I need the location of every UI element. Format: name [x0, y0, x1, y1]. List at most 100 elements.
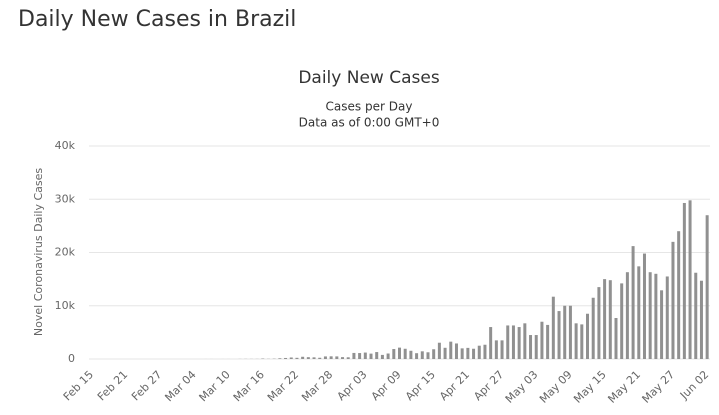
y-tick-label: 10k — [55, 299, 76, 312]
bar — [637, 266, 641, 359]
x-tick-label: Mar 16 — [231, 368, 267, 404]
chart-title: Daily New Cases — [298, 68, 440, 88]
x-tick-label: May 27 — [640, 368, 678, 406]
bar — [420, 351, 424, 359]
bar — [398, 347, 401, 359]
bar — [443, 347, 447, 359]
bar — [392, 349, 396, 359]
bar — [546, 324, 550, 359]
bar — [329, 356, 333, 359]
bar — [677, 231, 681, 359]
chart-subtitle: Cases per Day — [326, 100, 413, 114]
bar — [386, 353, 390, 359]
bar — [472, 348, 476, 359]
bar — [494, 340, 498, 359]
page-title: Daily New Cases in Brazil — [18, 7, 296, 32]
bar — [426, 352, 430, 359]
x-tick-label: Apr 15 — [403, 368, 438, 403]
bar — [301, 356, 305, 359]
bar — [580, 324, 584, 359]
x-tick-label: Apr 21 — [437, 368, 472, 403]
bar — [500, 340, 504, 359]
bar — [620, 283, 624, 359]
bar — [551, 296, 555, 359]
x-tick-label: May 03 — [503, 368, 541, 406]
bar — [682, 202, 686, 359]
bar — [483, 344, 487, 359]
bar — [460, 348, 464, 359]
x-tick-label: Mar 28 — [299, 368, 335, 404]
x-tick-label: Feb 27 — [129, 368, 164, 403]
bar — [489, 327, 493, 359]
bar — [648, 272, 652, 359]
bar — [323, 356, 327, 359]
x-tick-label: May 21 — [605, 368, 643, 406]
bar — [591, 297, 595, 359]
bar — [625, 272, 629, 359]
bar — [358, 353, 362, 359]
bar — [466, 347, 470, 359]
bar — [660, 290, 664, 359]
bar — [409, 350, 413, 359]
bar — [699, 280, 703, 359]
bar — [363, 352, 367, 359]
bar — [341, 357, 345, 359]
x-tick-label: Mar 04 — [162, 368, 198, 404]
bar — [449, 341, 453, 359]
bar — [511, 325, 515, 359]
bar — [346, 357, 350, 359]
y-tick-label: 20k — [55, 246, 76, 259]
x-tick-label: May 09 — [537, 368, 575, 406]
x-tick-label: Mar 22 — [265, 368, 301, 404]
y-axis-label: Novel Coronavirus Daily Cases — [32, 168, 45, 336]
bar — [380, 354, 384, 359]
bar — [557, 311, 561, 359]
bar — [278, 358, 282, 359]
bar — [306, 357, 310, 359]
bar — [540, 321, 544, 359]
bar — [352, 352, 356, 359]
bar — [477, 345, 481, 359]
bar — [671, 241, 675, 359]
bar — [597, 287, 601, 359]
x-tick-label: Mar 10 — [197, 368, 233, 404]
y-tick-label: 40k — [55, 139, 76, 152]
bar — [318, 357, 322, 359]
bar — [608, 280, 612, 359]
y-tick-label: 30k — [55, 192, 76, 205]
bar — [295, 357, 299, 359]
bar — [432, 349, 436, 359]
x-tick-label: May 15 — [571, 368, 609, 406]
bar — [688, 200, 692, 359]
bar — [375, 352, 379, 359]
bar — [614, 317, 618, 359]
bar — [415, 353, 419, 359]
chart-subtitle: Data as of 0:00 GMT+0 — [299, 116, 440, 130]
bar — [603, 279, 607, 359]
bar — [369, 353, 373, 359]
x-tick-label: Apr 03 — [335, 368, 370, 403]
x-tick-label: Jun 02 — [677, 368, 711, 402]
bar — [335, 356, 339, 359]
x-tick-label: Apr 09 — [369, 368, 404, 403]
bar — [654, 273, 658, 359]
bar — [454, 343, 458, 359]
x-tick-label: Feb 15 — [61, 368, 96, 403]
bar — [289, 357, 293, 359]
bar — [534, 335, 538, 359]
bar — [568, 305, 572, 359]
bar — [529, 335, 533, 359]
bar — [517, 327, 521, 359]
x-tick-label: Apr 27 — [471, 368, 506, 403]
bar — [631, 246, 635, 359]
bar — [665, 276, 669, 359]
bar — [563, 305, 567, 359]
y-tick-label: 0 — [68, 352, 75, 365]
x-tick-label: Feb 21 — [95, 368, 130, 403]
bar — [284, 357, 288, 359]
bar — [506, 325, 510, 359]
bar — [312, 357, 316, 359]
bar — [403, 348, 407, 359]
bar — [642, 253, 646, 359]
bar — [523, 323, 527, 359]
